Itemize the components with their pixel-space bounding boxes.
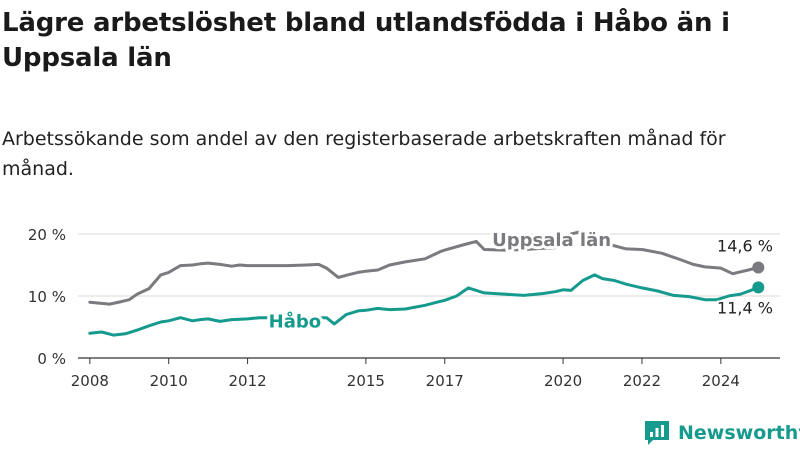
newsworthy-logo: Newsworthy (644, 420, 800, 446)
x-tick-label: 2020 (544, 372, 582, 390)
x-tick-label: 2017 (426, 372, 464, 390)
x-tick-label: 2012 (228, 372, 266, 390)
x-tick-label: 2008 (71, 372, 109, 390)
y-tick-label: 0 % (37, 350, 66, 368)
series-end-point-1 (752, 261, 765, 274)
series-line-1 (88, 230, 760, 306)
x-tick-label: 2010 (150, 372, 188, 390)
y-tick-label: 20 % (28, 226, 66, 244)
series-name-label-1: Uppsala län (492, 230, 611, 251)
series-end-value-label-2: 11,4 % (717, 298, 773, 317)
brand-name: Newsworthy (678, 422, 800, 444)
series-end-point-2 (752, 281, 765, 294)
x-tick-label: 2022 (623, 372, 661, 390)
chart-subtitle: Arbetssökande som andel av den registerb… (2, 128, 726, 180)
x-tick-label: 2015 (347, 372, 385, 390)
series-end-value-label-1: 14,6 % (717, 236, 773, 255)
series-line-2 (88, 273, 760, 337)
y-tick-label: 10 % (28, 288, 66, 306)
chart-title: Lägre arbetslöshet bland utlandsfödda i … (2, 8, 730, 73)
newsworthy-logo-icon (645, 421, 669, 445)
series-name-label-2: Håbo (269, 311, 321, 333)
x-tick-label: 2024 (702, 372, 740, 390)
